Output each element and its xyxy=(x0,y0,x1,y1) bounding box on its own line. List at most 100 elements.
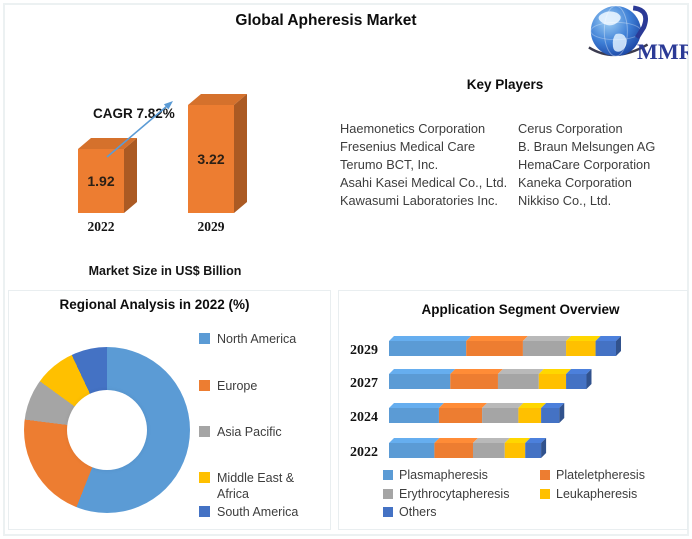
market-caption: Market Size in US$ Billion xyxy=(88,264,242,278)
legend-label: South America xyxy=(217,505,299,519)
cagr-arrow-icon xyxy=(106,101,173,158)
key-player: Asahi Kasei Medical Co., Ltd. xyxy=(340,175,508,190)
bar-front xyxy=(78,149,124,213)
legend-label: Plateletpheresis xyxy=(556,468,645,482)
application-title: Application Segment Overview xyxy=(421,302,620,317)
segment-top xyxy=(538,369,572,374)
segment-top xyxy=(389,438,440,443)
segment-front xyxy=(525,443,542,458)
segment-front xyxy=(389,341,467,356)
regional-legend-item: Europe xyxy=(199,378,317,394)
application-legend-item: Leukapheresis xyxy=(540,486,645,502)
key-player: Kawasumi Laboratories Inc. xyxy=(340,193,498,208)
segment-top xyxy=(566,336,601,341)
key-player: B. Braun Melsungen AG xyxy=(518,139,656,154)
segment-top xyxy=(434,438,478,443)
segment-front xyxy=(518,408,542,423)
bar-front xyxy=(188,105,234,213)
segment-front xyxy=(434,443,473,458)
legend-label: Erythrocytapheresis xyxy=(399,486,510,501)
regional-legend-item: North America xyxy=(199,331,317,347)
segment-top xyxy=(389,369,456,374)
segment-front xyxy=(389,408,439,423)
segment-front xyxy=(497,374,539,389)
segment-front xyxy=(566,374,587,389)
segment-top xyxy=(595,336,621,341)
row-year-label: 2024 xyxy=(350,410,378,425)
segment-front xyxy=(566,341,596,356)
segment-front xyxy=(522,341,567,356)
globe-icon: MMR xyxy=(588,5,692,64)
bar-top xyxy=(78,138,137,149)
key-players-list: Haemonetics Corporation Fresenius Medical… xyxy=(340,120,688,210)
row-year-label: 2022 xyxy=(350,445,378,460)
regional-analysis-title: Regional Analysis in 2022 (%) xyxy=(59,297,250,312)
segment-end-cap xyxy=(616,336,621,356)
bar-side xyxy=(234,94,247,213)
key-player: Haemonetics Corporation xyxy=(340,121,486,136)
segment-front xyxy=(482,408,519,423)
key-players-column-2: Cerus Corporation B. Braun Melsungen AG He… xyxy=(518,120,688,210)
segment-end-cap xyxy=(541,438,547,458)
segment-top xyxy=(566,369,592,374)
legend-label: North America xyxy=(217,332,297,346)
application-legend-item: Others xyxy=(383,504,540,520)
legend-swatch-icon xyxy=(383,488,393,499)
key-players-title: Key Players xyxy=(466,77,544,92)
bar-value-label: 1.92 xyxy=(87,173,114,189)
market-size-bar-chart: 1.92 2022 3.22 2029 xyxy=(78,94,247,234)
regional-legend-item: Middle East & Africa xyxy=(199,470,317,502)
segment-top xyxy=(522,336,572,341)
legend-label: Others xyxy=(399,505,437,519)
segment-top xyxy=(518,403,547,408)
legend-label: Leukapheresis xyxy=(556,486,638,501)
regional-donut-chart xyxy=(24,347,190,513)
segment-top xyxy=(472,438,510,443)
legend-label: Europe xyxy=(217,379,258,393)
key-player: HemaCare Corporation xyxy=(518,157,651,172)
segment-front xyxy=(389,443,435,458)
legend-swatch-icon xyxy=(383,507,393,517)
segment-front xyxy=(450,374,498,389)
segment-front xyxy=(438,408,483,423)
market-bars: 1.92 2022 3.22 2029 xyxy=(78,94,247,234)
legend-swatch-icon xyxy=(199,506,210,517)
segment-front xyxy=(504,443,526,458)
application-legend-item: Erythrocytapheresis xyxy=(383,486,540,502)
segment-front xyxy=(472,443,505,458)
legend-swatch-icon xyxy=(199,426,210,437)
row-year-label: 2029 xyxy=(350,343,378,358)
segment-top xyxy=(389,336,472,341)
segment-top xyxy=(504,438,531,443)
bar-year-label: 2022 xyxy=(88,219,115,234)
segment-top xyxy=(541,403,565,408)
bar-value-label: 3.22 xyxy=(197,151,224,167)
legend-swatch-icon xyxy=(199,380,210,391)
segment-top xyxy=(438,403,488,408)
key-player: Kaneka Corporation xyxy=(518,175,632,190)
segment-end-cap xyxy=(559,403,565,423)
segment-top xyxy=(389,403,444,408)
key-player: Nikkiso Co., Ltd. xyxy=(518,193,612,208)
application-legend: Plasmapheresis Plateletpheresis Erythrocyt… xyxy=(383,467,645,520)
application-stacked-bar-chart: 2029 2027 2024 2022 xyxy=(350,336,621,460)
legend-swatch-icon xyxy=(540,470,550,480)
page-title: Global Apheresis Market xyxy=(235,12,417,29)
legend-swatch-icon xyxy=(199,333,210,344)
application-legend-item: Plasmapheresis xyxy=(383,467,540,483)
logo-text: MMR xyxy=(637,39,688,64)
bar-side xyxy=(124,138,137,213)
legend-label: Middle East & Africa xyxy=(217,471,295,501)
bar-year-label: 2029 xyxy=(198,219,225,234)
key-player: Terumo BCT, Inc. xyxy=(340,157,439,172)
segment-front xyxy=(389,374,451,389)
segment-top xyxy=(450,369,503,374)
segment-front xyxy=(595,341,616,356)
regional-legend-item: Asia Pacific xyxy=(199,424,317,440)
row-year-label: 2027 xyxy=(350,376,378,391)
segment-front xyxy=(466,341,523,356)
legend-swatch-icon xyxy=(540,488,550,499)
legend-label: Asia Pacific xyxy=(217,425,282,439)
application-legend-item: Plateletpheresis xyxy=(540,467,645,483)
